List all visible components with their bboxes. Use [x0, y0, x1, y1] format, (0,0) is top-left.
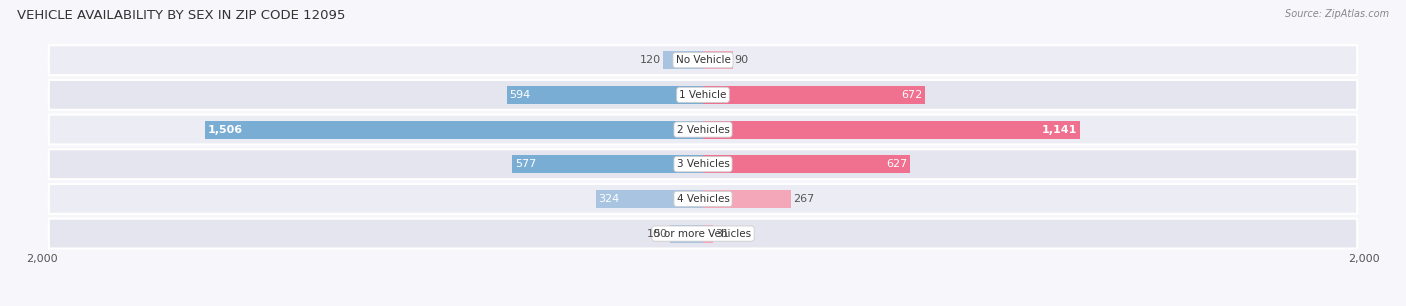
Text: 120: 120 [640, 55, 661, 65]
FancyBboxPatch shape [49, 80, 1357, 110]
Text: 31: 31 [716, 229, 730, 239]
Text: 672: 672 [901, 90, 922, 100]
FancyBboxPatch shape [49, 219, 1357, 248]
Bar [664, 51, 703, 69]
Text: No Vehicle: No Vehicle [675, 55, 731, 65]
Bar [703, 51, 733, 69]
Bar [703, 121, 1080, 139]
Text: VEHICLE AVAILABILITY BY SEX IN ZIP CODE 12095: VEHICLE AVAILABILITY BY SEX IN ZIP CODE … [17, 9, 346, 22]
Text: 1,506: 1,506 [208, 125, 243, 135]
FancyBboxPatch shape [49, 115, 1357, 144]
Bar [703, 86, 925, 104]
FancyBboxPatch shape [49, 149, 1357, 179]
Text: 100: 100 [647, 229, 668, 239]
FancyBboxPatch shape [49, 45, 1357, 75]
Bar [506, 86, 703, 104]
Text: 4 Vehicles: 4 Vehicles [676, 194, 730, 204]
Text: 577: 577 [515, 159, 536, 169]
Text: Source: ZipAtlas.com: Source: ZipAtlas.com [1285, 9, 1389, 19]
Text: 1 Vehicle: 1 Vehicle [679, 90, 727, 100]
FancyBboxPatch shape [49, 184, 1357, 214]
Text: 3 Vehicles: 3 Vehicles [676, 159, 730, 169]
Text: 267: 267 [793, 194, 814, 204]
Legend: Male, Female: Male, Female [647, 305, 759, 306]
Bar [512, 155, 703, 173]
Text: 627: 627 [886, 159, 907, 169]
Text: 90: 90 [735, 55, 749, 65]
Text: 2 Vehicles: 2 Vehicles [676, 125, 730, 135]
Text: 5 or more Vehicles: 5 or more Vehicles [654, 229, 752, 239]
Text: 594: 594 [509, 90, 530, 100]
Bar [703, 155, 910, 173]
Text: 1,141: 1,141 [1042, 125, 1077, 135]
Bar [703, 190, 792, 208]
Text: 324: 324 [599, 194, 620, 204]
Bar [205, 121, 703, 139]
Bar [596, 190, 703, 208]
Bar [669, 225, 703, 243]
Bar [703, 225, 713, 243]
